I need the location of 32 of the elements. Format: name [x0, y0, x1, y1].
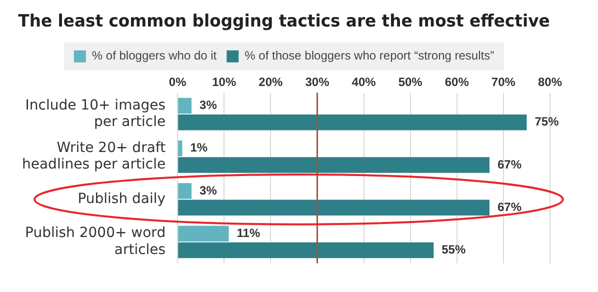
x-tick-label: 10%: [212, 74, 236, 89]
x-tick-label: 70%: [491, 74, 516, 89]
data-label: 75%: [534, 114, 560, 129]
data-label: 55%: [442, 242, 466, 257]
bar: [178, 242, 434, 258]
data-label: 3%: [200, 183, 218, 198]
bar: [178, 114, 527, 130]
y-tick-label: Publish daily: [78, 190, 166, 207]
chart-title: The least common blogging tactics are the most effective: [18, 11, 550, 31]
legend-label: % of bloggers who do it: [92, 48, 218, 63]
bar: [178, 98, 192, 114]
data-label: 67%: [497, 200, 522, 214]
y-tick-label: Publish 2000+ word articles: [25, 225, 166, 258]
x-tick-label: 20%: [258, 74, 284, 89]
bar: [178, 157, 490, 173]
data-label: 1%: [190, 140, 208, 155]
y-tick-label: Include 10+ images per article: [25, 97, 166, 130]
data-label: 3%: [200, 98, 218, 112]
x-tick-label: 60%: [444, 74, 470, 89]
bar: [178, 226, 229, 242]
bar: [178, 183, 192, 199]
x-tick-label: 40%: [352, 74, 376, 89]
bar: [178, 200, 490, 216]
x-tick-label: 30%: [305, 74, 330, 89]
data-label: 67%: [497, 157, 522, 172]
data-label: 11%: [236, 226, 260, 240]
legend-label: % of those bloggers who report “strong results”: [244, 48, 494, 63]
x-tick-label: 80%: [538, 74, 562, 89]
y-tick-label: Write 20+ draft headlines per article: [22, 140, 166, 173]
bar: [178, 140, 182, 156]
x-tick-label: 50%: [398, 74, 423, 89]
x-tick-label: 0%: [168, 74, 187, 89]
